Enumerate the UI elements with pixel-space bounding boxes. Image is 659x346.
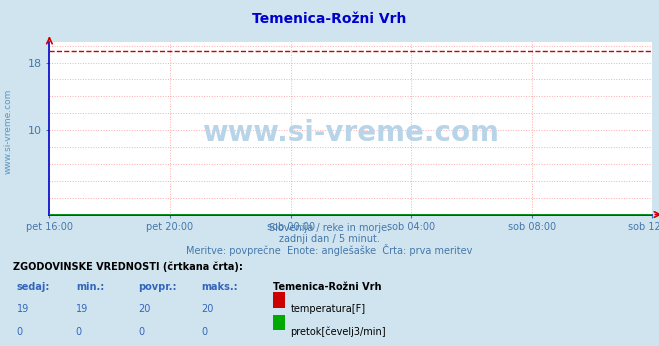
Text: ZGODOVINSKE VREDNOSTI (črtkana črta):: ZGODOVINSKE VREDNOSTI (črtkana črta):: [13, 261, 243, 272]
Text: 19: 19: [76, 304, 88, 315]
Text: Temenica-Rožni Vrh: Temenica-Rožni Vrh: [252, 12, 407, 26]
Text: Slovenija / reke in morje.: Slovenija / reke in morje.: [269, 223, 390, 233]
Text: 20: 20: [138, 304, 151, 315]
Text: temperatura[F]: temperatura[F]: [291, 304, 366, 315]
Text: www.si-vreme.com: www.si-vreme.com: [3, 89, 13, 174]
Text: sedaj:: sedaj:: [16, 282, 50, 292]
Text: pretok[čevelj3/min]: pretok[čevelj3/min]: [291, 327, 386, 337]
Text: povpr.:: povpr.:: [138, 282, 177, 292]
Text: 0: 0: [201, 327, 207, 337]
Text: 20: 20: [201, 304, 214, 315]
Text: 19: 19: [16, 304, 29, 315]
Text: zadnji dan / 5 minut.: zadnji dan / 5 minut.: [279, 234, 380, 244]
Text: 0: 0: [76, 327, 82, 337]
Text: maks.:: maks.:: [201, 282, 238, 292]
Text: Temenica-Rožni Vrh: Temenica-Rožni Vrh: [273, 282, 382, 292]
Text: www.si-vreme.com: www.si-vreme.com: [202, 119, 500, 147]
Text: 0: 0: [16, 327, 22, 337]
Text: Meritve: povprečne  Enote: anglešaške  Črta: prva meritev: Meritve: povprečne Enote: anglešaške Črt…: [186, 244, 473, 256]
Text: min.:: min.:: [76, 282, 104, 292]
Text: 0: 0: [138, 327, 144, 337]
